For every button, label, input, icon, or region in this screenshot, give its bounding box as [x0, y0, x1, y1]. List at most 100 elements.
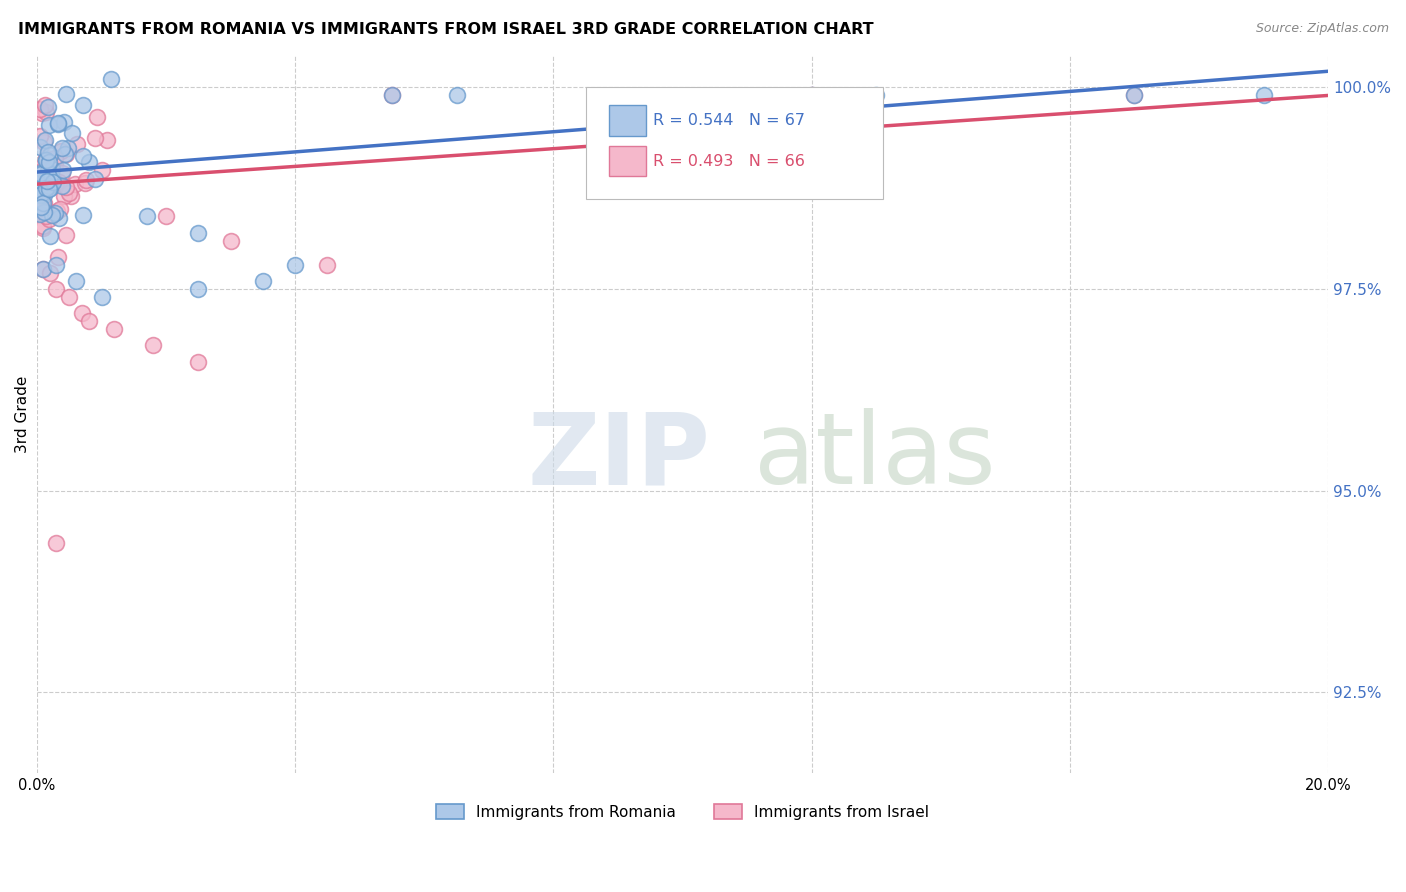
Point [72, 208, 94, 222]
Point [32, 219, 55, 233]
Point [32, 195, 55, 210]
Point [31, 195, 53, 210]
Point [44, 151, 66, 165]
Point [32, 205, 55, 219]
Point [37, 174, 59, 188]
Y-axis label: 3rd Grade: 3rd Grade [15, 376, 30, 452]
Point [45, 258, 67, 272]
Point [34, 196, 56, 211]
Point [60, 126, 83, 140]
Point [32, 261, 55, 276]
Point [58, 186, 80, 200]
Point [187, 354, 209, 368]
Point [30, 200, 52, 214]
Point [41, 162, 63, 177]
Point [135, 210, 157, 224]
Point [58, 290, 80, 304]
Point [31, 160, 53, 174]
Point [800, 88, 823, 103]
Point [90, 290, 112, 304]
Point [83, 131, 105, 145]
Point [75, 172, 97, 186]
Point [31, 221, 53, 235]
Point [39, 181, 62, 195]
Point [155, 210, 177, 224]
Point [38, 159, 60, 173]
Point [55, 87, 77, 101]
Point [446, 88, 468, 103]
Point [30, 170, 52, 185]
Point [31, 162, 53, 177]
Point [32, 261, 55, 276]
Point [381, 88, 404, 103]
Point [38, 157, 60, 171]
Point [316, 258, 339, 272]
Point [103, 322, 125, 336]
Point [72, 98, 94, 112]
Point [800, 88, 823, 103]
Point [91, 162, 114, 177]
Point [35, 153, 58, 167]
Point [51, 179, 73, 194]
Point [1253, 88, 1275, 103]
Point [46, 116, 69, 130]
Point [77, 314, 100, 328]
Point [30, 167, 52, 181]
Point [100, 72, 122, 87]
Point [52, 189, 75, 203]
Point [48, 117, 70, 131]
Point [30, 207, 52, 221]
Point [284, 258, 307, 272]
Point [1123, 88, 1146, 103]
Point [38, 212, 60, 227]
Point [38, 229, 60, 244]
Point [84, 171, 107, 186]
Point [35, 178, 58, 192]
Point [39, 147, 62, 161]
Legend: Immigrants from Romania, Immigrants from Israel: Immigrants from Romania, Immigrants from… [430, 798, 935, 826]
Point [96, 133, 118, 147]
Point [31, 181, 53, 195]
Point [30, 128, 52, 143]
Point [32, 188, 55, 202]
Point [30, 140, 52, 154]
Point [32, 135, 55, 149]
Point [31, 105, 53, 120]
Point [31, 187, 53, 202]
Point [30, 169, 52, 183]
Point [219, 234, 242, 248]
Point [30, 196, 52, 211]
Point [30, 192, 52, 206]
Point [55, 228, 77, 243]
Point [37, 145, 59, 159]
Point [55, 180, 77, 194]
Point [48, 175, 70, 189]
Point [55, 147, 77, 161]
FancyBboxPatch shape [609, 105, 647, 136]
Point [75, 177, 97, 191]
Point [70, 306, 93, 320]
Point [34, 97, 56, 112]
Point [35, 209, 58, 223]
Point [1123, 88, 1146, 103]
Point [65, 274, 87, 288]
Point [252, 274, 274, 288]
Point [30, 102, 52, 116]
FancyBboxPatch shape [609, 146, 647, 177]
Point [39, 167, 62, 181]
Point [63, 177, 86, 191]
Text: Source: ZipAtlas.com: Source: ZipAtlas.com [1256, 22, 1389, 36]
Point [51, 166, 73, 180]
Point [39, 207, 62, 221]
Point [42, 175, 65, 189]
Point [77, 154, 100, 169]
Point [32, 181, 55, 195]
Point [53, 146, 76, 161]
Point [45, 203, 67, 218]
Point [35, 180, 58, 194]
Point [30, 201, 52, 215]
Text: ZIP: ZIP [527, 409, 710, 506]
Point [30, 202, 52, 217]
Point [51, 141, 73, 155]
Point [34, 151, 56, 165]
